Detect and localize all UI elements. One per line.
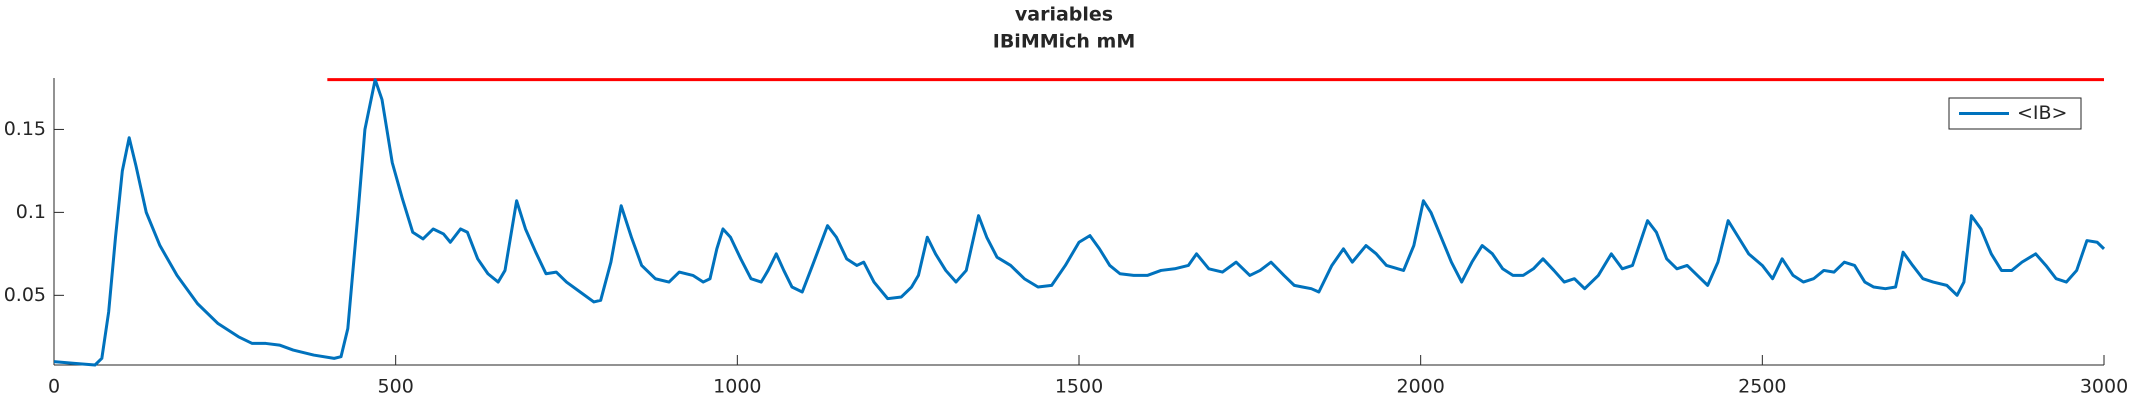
- data-line: [53, 78, 2106, 367]
- x-tick-label: 2500: [1738, 376, 1786, 398]
- legend-label: <IB>: [2017, 102, 2067, 124]
- y-tick-label: 0.15: [4, 118, 46, 140]
- x-tick-label: 1000: [713, 376, 761, 398]
- y-tick-label: 0.05: [4, 284, 46, 306]
- x-tick-label: 500: [378, 376, 414, 398]
- x-tick-label: 3000: [2080, 376, 2128, 398]
- chart-title: variables: [1015, 4, 1113, 26]
- x-tick-label: 2000: [1396, 376, 1444, 398]
- y-tick-label: 0.1: [16, 201, 46, 223]
- chart-subtitle: IBiMMich mM: [993, 31, 1136, 53]
- x-tick-label: 1500: [1055, 376, 1103, 398]
- x-tick-label: 0: [48, 376, 60, 398]
